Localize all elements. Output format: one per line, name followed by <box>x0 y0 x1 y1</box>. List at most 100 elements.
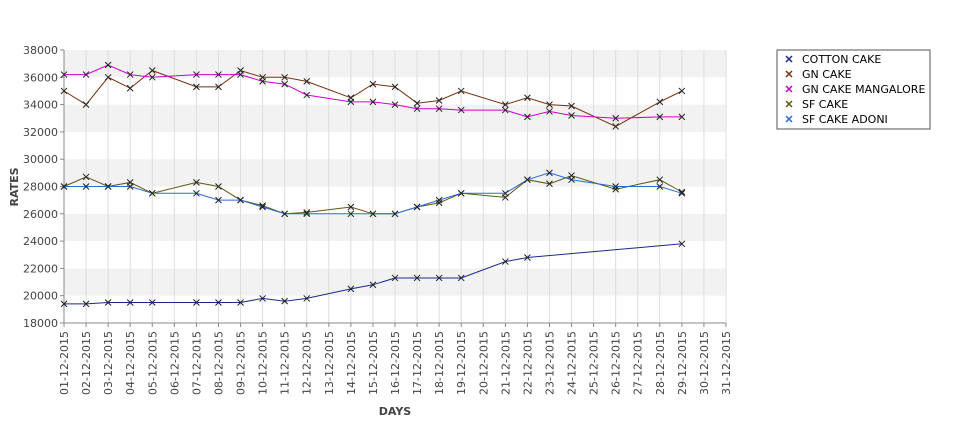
y-tick-label: 32000 <box>23 126 58 139</box>
x-tick-label: 13-12-2015 <box>323 331 336 395</box>
data-point-gn-cake <box>457 87 465 95</box>
x-tick-label: 18-12-2015 <box>433 331 446 395</box>
x-tick-label: 11-12-2015 <box>279 331 292 395</box>
data-point-cotton-cake <box>104 299 112 306</box>
x-tick-label: 01-12-2015 <box>58 331 71 395</box>
data-point-sf-cake-adoni <box>568 176 575 184</box>
x-tick-label: 03-12-2015 <box>102 331 115 395</box>
x-tick-label: 25-12-2015 <box>588 331 601 395</box>
x-tick-label: 30-12-2015 <box>698 331 711 395</box>
data-point-sf-cake-adoni <box>347 210 355 218</box>
series-line-cotton-cake <box>64 243 682 305</box>
data-point-gn-cake <box>524 94 531 102</box>
data-point-gn-cake <box>413 99 421 107</box>
x-tick-label: 04-12-2015 <box>124 331 137 395</box>
data-point-cotton-cake <box>435 274 443 282</box>
data-point-sf-cake <box>546 180 553 188</box>
data-point-cotton-cake <box>413 274 421 282</box>
series-line-gn-cake-mangalore <box>64 64 682 119</box>
data-point-gn-cake-mangalore <box>457 106 465 114</box>
data-point-sf-cake-adoni <box>435 196 443 204</box>
data-point-gn-cake-mangalore <box>193 71 200 78</box>
legend-marker <box>785 115 793 123</box>
data-point-gn-cake-mangalore <box>501 106 509 114</box>
x-tick-label: 09-12-2015 <box>235 331 248 395</box>
data-point-sf-cake-adoni <box>612 183 620 190</box>
data-point-sf-cake-adoni <box>303 210 311 218</box>
y-tick-label: 34000 <box>23 99 58 112</box>
x-tick-label: 24-12-2015 <box>566 331 579 395</box>
series-line-sf-cake-adoni <box>64 172 683 215</box>
data-point-cotton-cake <box>237 299 244 306</box>
data-point-sf-cake-adoni <box>391 210 399 218</box>
data-point-gn-cake-mangalore <box>303 91 311 99</box>
data-point-gn-cake <box>656 98 664 106</box>
data-point-gn-cake-mangalore <box>215 71 222 78</box>
data-point-cotton-cake <box>60 300 68 308</box>
data-point-cotton-cake <box>82 300 90 308</box>
data-point-gn-cake-mangalore <box>656 113 664 121</box>
y-tick-label: 20000 <box>23 290 58 303</box>
data-point-gn-cake <box>501 101 509 108</box>
data-point-cotton-cake <box>303 295 311 302</box>
data-point-gn-cake <box>391 83 399 91</box>
data-point-gn-cake <box>546 101 553 108</box>
data-point-gn-cake <box>435 97 443 104</box>
y-tick-label: 38000 <box>23 44 58 57</box>
data-point-gn-cake-mangalore <box>435 105 443 113</box>
data-point-cotton-cake <box>259 295 266 302</box>
x-tick-label: 27-12-2015 <box>632 331 645 395</box>
data-point-gn-cake-mangalore <box>259 78 266 85</box>
data-point-cotton-cake <box>215 299 222 306</box>
data-point-sf-cake-adoni <box>126 183 134 190</box>
data-point-cotton-cake <box>281 297 289 305</box>
data-point-gn-cake <box>281 73 289 81</box>
data-point-cotton-cake <box>678 240 686 248</box>
data-point-gn-cake <box>193 83 200 91</box>
data-point-gn-cake-mangalore <box>546 108 553 115</box>
data-point-gn-cake <box>148 67 156 74</box>
legend-label: GN CAKE <box>802 68 852 81</box>
data-point-gn-cake <box>678 87 686 95</box>
legend-marker <box>785 55 793 63</box>
data-point-sf-cake-adoni <box>501 189 509 197</box>
data-point-gn-cake-mangalore <box>568 112 575 119</box>
y-tick-label: 36000 <box>23 71 58 84</box>
data-point-sf-cake-adoni <box>60 183 68 190</box>
data-point-sf-cake-adoni <box>104 183 112 190</box>
data-point-sf-cake <box>678 188 686 196</box>
x-tick-label: 12-12-2015 <box>301 331 314 395</box>
x-tick-label: 06-12-2015 <box>168 331 181 395</box>
y-tick-label: 22000 <box>23 262 58 275</box>
y-axis-ticks: 18000 20000 22000 24000 26000 28000 30000 32000… <box>23 44 64 330</box>
data-point-gn-cake-mangalore <box>148 73 156 81</box>
data-point-gn-cake-mangalore <box>369 98 377 106</box>
legend: COTTON CAKE GN CAKE GN CAKE MANGALORE SF CA… <box>776 49 931 130</box>
y-tick-label: 28000 <box>23 181 58 194</box>
data-point-gn-cake-mangalore <box>237 71 244 78</box>
x-tick-label: 05-12-2015 <box>146 331 159 395</box>
data-point-sf-cake-adoni <box>259 203 266 211</box>
series-line-sf-cake <box>63 175 683 215</box>
data-point-sf-cake <box>215 183 222 190</box>
data-point-sf-cake-adoni <box>656 183 664 190</box>
data-point-sf-cake-adoni <box>237 196 244 204</box>
data-point-sf-cake-adoni <box>215 196 222 204</box>
data-point-sf-cake-adoni <box>678 189 686 197</box>
data-point-cotton-cake <box>524 254 531 261</box>
data-point-gn-cake-mangalore <box>524 113 531 121</box>
data-point-gn-cake <box>60 87 68 95</box>
data-point-cotton-cake <box>501 258 509 265</box>
data-point-sf-cake-adoni <box>524 176 531 184</box>
data-point-cotton-cake <box>347 285 355 293</box>
x-tick-label: 19-12-2015 <box>455 331 468 395</box>
data-point-sf-cake <box>82 173 90 181</box>
legend-label: GN CAKE MANGALORE <box>802 83 925 96</box>
x-tick-label: 22-12-2015 <box>521 331 534 395</box>
data-point-gn-cake-mangalore <box>281 80 289 88</box>
data-point-gn-cake-mangalore <box>391 101 399 108</box>
data-point-gn-cake-mangalore <box>60 71 68 78</box>
data-point-gn-cake <box>612 123 620 130</box>
data-point-cotton-cake <box>369 281 377 289</box>
